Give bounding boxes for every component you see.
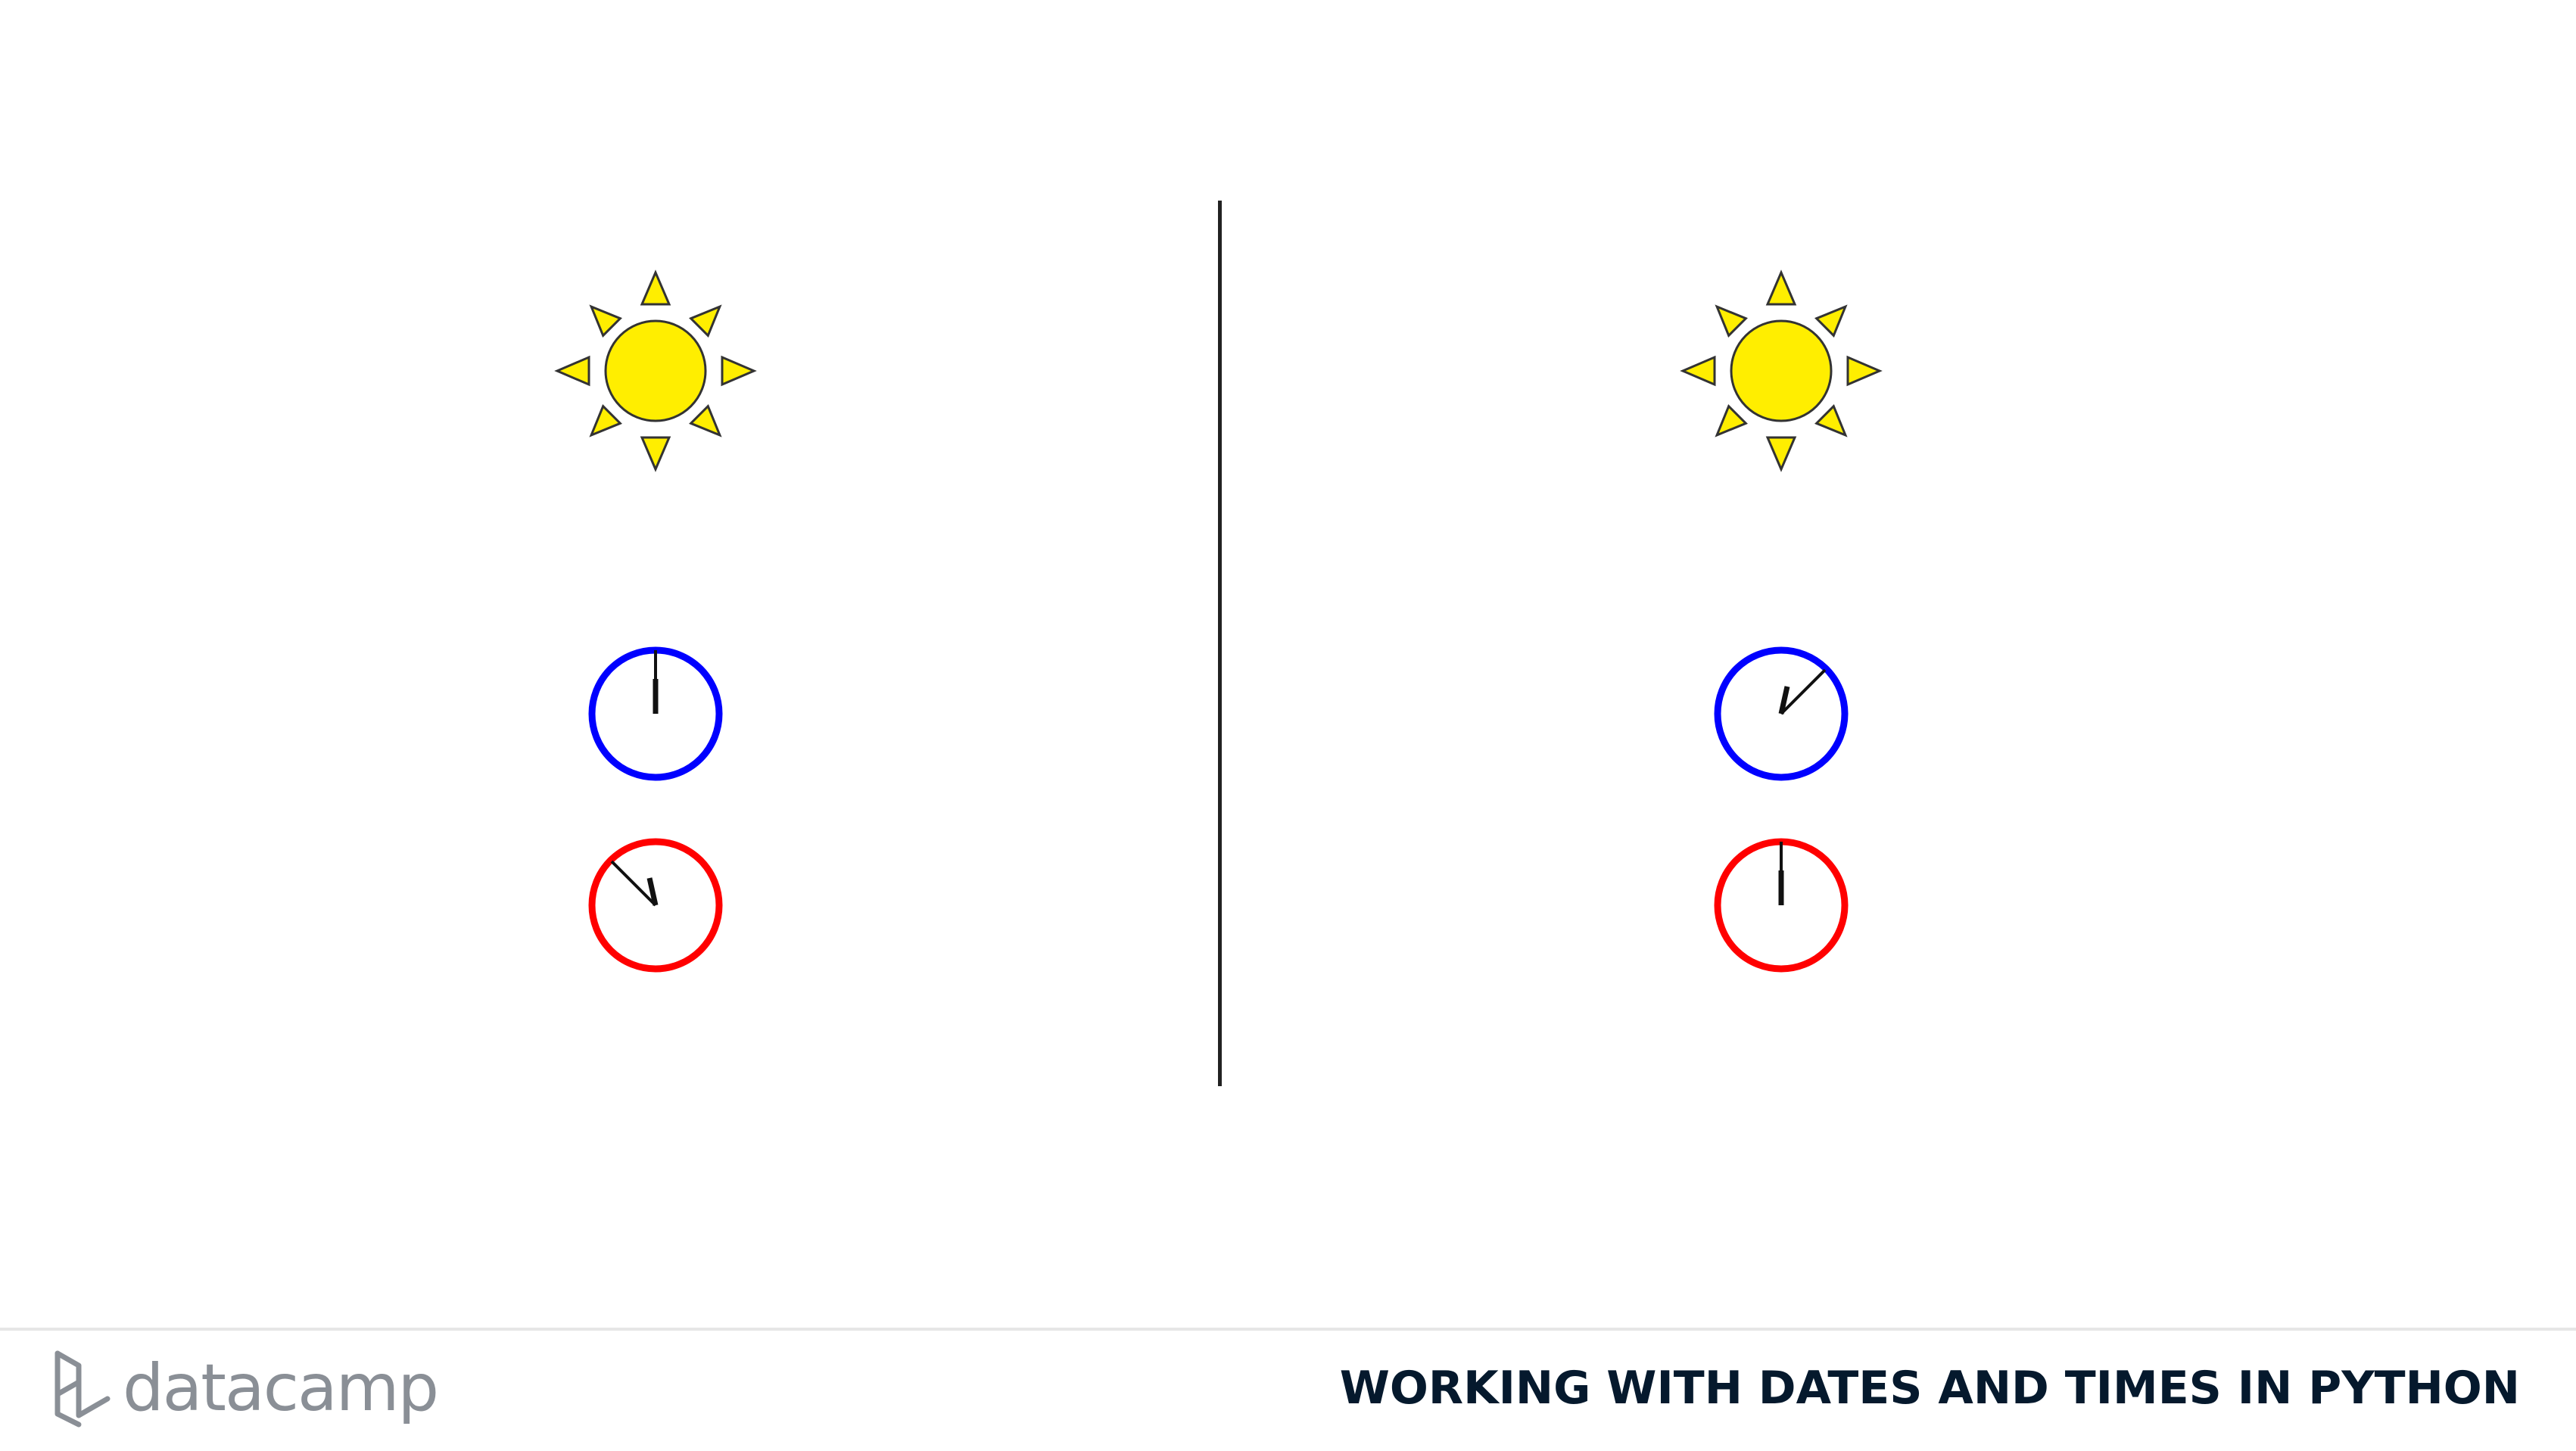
sun-icon xyxy=(1651,241,1911,501)
clock-icon xyxy=(1714,646,1849,781)
clock-icon xyxy=(588,646,723,781)
illustration xyxy=(525,241,1911,973)
clock-icon xyxy=(1714,838,1849,973)
sun-icon xyxy=(525,241,786,501)
right-panel xyxy=(1651,241,1911,973)
brand-name: datacamp xyxy=(123,1350,439,1426)
footer-divider xyxy=(0,1328,2576,1331)
divider xyxy=(1218,201,1222,1086)
course-title: WORKING WITH DATES AND TIMES IN PYTHON xyxy=(1339,1362,2520,1415)
left-panel xyxy=(525,241,786,973)
datacamp-logo: datacamp xyxy=(51,1349,445,1432)
datacamp-logo-icon xyxy=(55,1350,111,1428)
clock-icon xyxy=(588,838,723,973)
